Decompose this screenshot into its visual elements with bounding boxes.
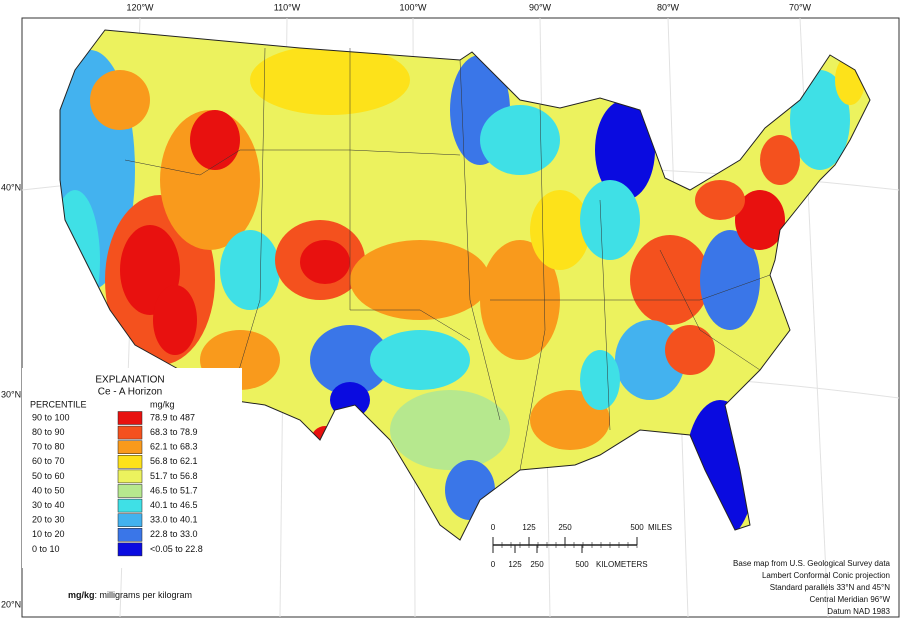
longitude-label: 70°W [789, 2, 812, 12]
scale-km-label: 250 [530, 560, 544, 569]
scale-km-unit: KILOMETERS [596, 560, 648, 569]
footnote: mg/kg: milligrams per kilogram [68, 590, 192, 600]
legend-percentile: 30 to 40 [32, 500, 65, 510]
longitude-label: 80°W [657, 2, 680, 12]
legend-subtitle: Ce - A Horizon [98, 387, 162, 398]
latitude-label: 30°N [1, 389, 21, 399]
legend-title: EXPLANATION [95, 375, 164, 386]
legend-percentile: 90 to 100 [32, 412, 70, 422]
legend-swatch [117, 498, 143, 513]
footnote-term: mg/kg [68, 590, 95, 600]
scale-km-label: 500 [575, 560, 589, 569]
credit-line: Lambert Conformal Conic projection [762, 571, 890, 580]
legend-range: 78.9 to 487 [150, 412, 195, 422]
legend-range: 22.8 to 33.0 [150, 529, 198, 539]
scale-km-label: 125 [508, 560, 522, 569]
unit-header: mg/kg [150, 399, 175, 409]
legend-swatch [117, 513, 143, 527]
latitude-label: 40°N [1, 182, 21, 192]
legend-percentile: 80 to 90 [32, 427, 65, 437]
scale-miles-label: 125 [522, 523, 536, 532]
legend-percentile: 60 to 70 [32, 456, 65, 466]
footnote-text: : milligrams per kilogram [95, 590, 193, 600]
legend-swatch [117, 425, 143, 440]
legend-range: 56.8 to 62.1 [150, 456, 198, 466]
legend-swatch [117, 528, 143, 542]
scale-miles-unit: MILES [648, 523, 672, 532]
legend-range: 51.7 to 56.8 [150, 471, 198, 481]
state-lines [124, 47, 771, 471]
scale-km-label: 0 [491, 560, 496, 569]
scale-bar: 0 125 250 500 MILES 0 125 250 500 KILOMETERS [491, 523, 672, 569]
legend-percentile: 20 to 30 [32, 515, 65, 525]
legend-range: 33.0 to 40.1 [150, 515, 198, 525]
latitude-label: 20°N [1, 599, 21, 609]
legend-range: 62.1 to 68.3 [150, 442, 198, 452]
longitude-label: 120°W [126, 2, 154, 12]
legend-swatch [117, 440, 143, 454]
legend-range: 46.5 to 51.7 [150, 485, 198, 495]
legend-swatch [117, 469, 143, 484]
credit-line: Standard parallels 33°N and 45°N [770, 583, 890, 592]
scale-miles-label: 250 [558, 523, 572, 532]
credit-line: Base map from U.S. Geological Survey dat… [733, 559, 891, 568]
credit-line: Central Meridian 96°W [809, 595, 890, 604]
credit-line: Datum NAD 1983 [827, 607, 890, 616]
longitude-label: 110°W [274, 2, 301, 12]
longitude-label: 90°W [529, 2, 552, 12]
legend-percentile: 0 to 10 [32, 544, 60, 554]
legend-percentile: 70 to 80 [32, 442, 65, 452]
us-outline [59, 29, 871, 541]
legend-range: 40.1 to 46.5 [150, 500, 198, 510]
legend-percentile: 50 to 60 [32, 471, 65, 481]
legend-swatch [117, 411, 143, 425]
legend-percentile: 40 to 50 [32, 485, 65, 495]
legend: EXPLANATION Ce - A Horizon PERCENTILE mg… [22, 368, 242, 568]
legend-swatch [117, 542, 143, 557]
percentile-header: PERCENTILE [30, 399, 87, 409]
legend-range: 68.3 to 78.9 [150, 427, 198, 437]
longitude-label: 100°W [399, 2, 427, 12]
legend-range: <0.05 to 22.8 [150, 544, 203, 554]
scale-miles-label: 500 [630, 523, 644, 532]
scale-miles-label: 0 [491, 523, 496, 532]
legend-swatch [117, 455, 143, 469]
legend-swatch [117, 484, 143, 498]
legend-percentile: 10 to 20 [32, 529, 65, 539]
